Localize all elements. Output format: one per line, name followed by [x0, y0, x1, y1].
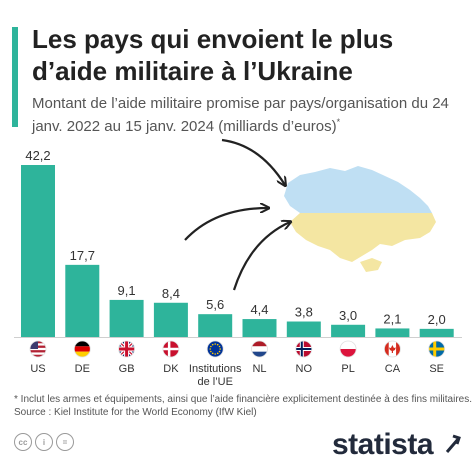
ukraine-map-north [284, 166, 432, 213]
page-subtitle: Montant de l’aide militaire promise par … [32, 95, 449, 135]
ukraine-map-south [290, 213, 436, 262]
bar-us [21, 165, 55, 337]
bar-de [65, 264, 100, 337]
no-flag-icon [295, 340, 313, 358]
bar-nl [242, 319, 277, 337]
tick-label: DK [163, 363, 179, 375]
data-label: 2,0 [428, 312, 446, 327]
statista-logo[interactable]: statista [332, 428, 434, 461]
tick-label: NO [296, 363, 313, 375]
arrow-icon [232, 222, 290, 291]
bar-gb [109, 299, 144, 337]
footnote-mark: * [336, 117, 341, 127]
tick-label: Institutions de l’UE [189, 363, 242, 388]
arrow-icon [184, 208, 268, 241]
bar-chart: 42,2 US 17,7 DE 9,1 GB 8,4 DK 5,6 Institutions de … [14, 138, 462, 388]
se-flag-icon [428, 340, 446, 358]
gb-flag-icon [118, 340, 135, 358]
tick-label: US [30, 363, 45, 375]
data-label: 5,6 [206, 297, 224, 312]
bar-ca [375, 328, 410, 337]
nl-flag-icon [251, 340, 268, 358]
data-label: 42,2 [25, 148, 50, 163]
data-label: 3,0 [339, 308, 357, 323]
tick-label: DE [75, 363, 90, 375]
data-label: 4,4 [250, 302, 268, 317]
statista-logo-icon [445, 434, 461, 453]
eu-flag-icon [206, 340, 224, 358]
crimea-map [360, 258, 382, 272]
page-title: Les pays qui envoient le plus d’aide mil… [32, 24, 394, 86]
tick-label: PL [341, 363, 354, 375]
bar-no [286, 321, 321, 337]
bar-institutions-de-l-ue [198, 314, 233, 337]
us-flag-icon [29, 340, 47, 358]
by-icon[interactable]: i [35, 433, 53, 451]
ukraine-map [284, 166, 436, 272]
tick-label: NL [252, 363, 266, 375]
arrows [184, 138, 290, 291]
tick-label: GB [119, 363, 135, 375]
equals-icon[interactable]: = [56, 433, 74, 451]
data-label: 17,7 [70, 248, 95, 263]
data-label: 9,1 [118, 283, 136, 298]
tick-label: SE [429, 363, 444, 375]
bar-pl [331, 324, 366, 337]
ca-flag-icon [383, 340, 401, 358]
footnote-note: * Inclut les armes et équipements, ainsi… [14, 394, 473, 405]
accent-bar [12, 27, 18, 127]
cc-icon[interactable]: cc [14, 433, 32, 451]
data-label: 3,8 [295, 305, 313, 320]
footnote: * Inclut les armes et équipements, ainsi… [14, 393, 473, 419]
bar-se [419, 328, 454, 337]
arrow-icon [221, 138, 285, 185]
footnote-source: Source : Kiel Institute for the World Ec… [14, 407, 257, 418]
tick-label: CA [385, 363, 401, 375]
data-label: 2,1 [383, 311, 401, 326]
license-icons: cc i = [14, 433, 74, 451]
de-flag-icon [73, 340, 91, 358]
dk-flag-icon [162, 340, 180, 358]
bar-dk [153, 302, 188, 337]
data-label: 8,4 [162, 286, 180, 301]
pl-flag-icon [339, 340, 357, 358]
